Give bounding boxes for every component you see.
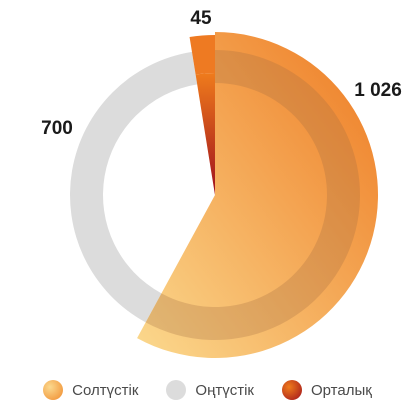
legend-swatch-central — [282, 380, 302, 400]
value-label-north: 1 026 — [354, 80, 402, 101]
slice-central — [195, 73, 215, 195]
legend: Солтүстік Оңтүстік Орталық — [0, 376, 415, 404]
legend-swatch-south — [166, 380, 187, 400]
legend-item-central: Орталық — [282, 380, 372, 400]
slice-south — [69, 51, 198, 323]
value-label-south: 700 — [41, 118, 73, 139]
value-label-central: 45 — [190, 8, 212, 29]
legend-label-central: Орталық — [311, 381, 372, 399]
legend-label-north: Солтүстік — [72, 381, 139, 399]
legend-swatch-north — [43, 380, 64, 400]
legend-item-south: Оңтүстік — [166, 380, 254, 400]
slice-north — [137, 32, 378, 359]
pie-chart: 1 026 700 45 — [41, 8, 402, 359]
slice-north-band — [145, 50, 360, 340]
legend-label-south: Оңтүстік — [195, 381, 254, 399]
slice-central-cap — [189, 35, 215, 75]
legend-item-north: Солтүстік — [43, 380, 138, 400]
